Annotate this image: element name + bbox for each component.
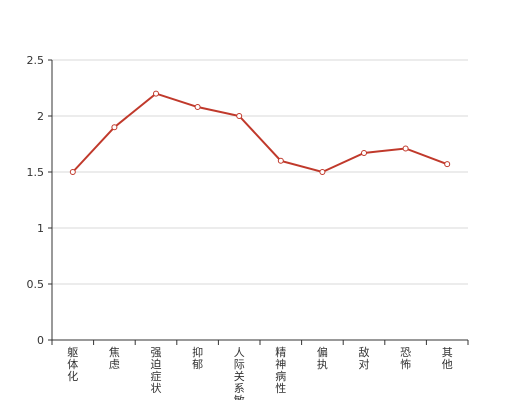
series-line xyxy=(72,92,448,174)
y-tick-label: 2 xyxy=(37,110,44,123)
x-tick-label: 敌对 xyxy=(359,345,370,371)
data-point xyxy=(319,169,326,175)
data-point xyxy=(402,145,409,152)
x-tick-label: 人际关系敏感 xyxy=(234,346,245,400)
x-tick-label: 恐怖 xyxy=(400,346,411,371)
data-point xyxy=(444,161,451,168)
data-point xyxy=(277,157,284,164)
x-tick-label: 偏执 xyxy=(317,345,328,371)
x-tick-label: 焦虑 xyxy=(109,346,120,371)
y-tick-label: 1.5 xyxy=(27,166,45,179)
x-tick-label: 其他 xyxy=(442,346,453,371)
y-tick-label: 1 xyxy=(37,222,44,235)
y-tick-label: 0.5 xyxy=(27,278,45,291)
y-tick-label: 2.5 xyxy=(27,54,45,67)
data-point xyxy=(153,90,159,97)
data-point xyxy=(361,149,367,156)
x-tick-label: 强迫症状 xyxy=(151,346,162,395)
data-point xyxy=(194,104,201,111)
data-point xyxy=(69,169,76,175)
data-point xyxy=(111,124,118,131)
x-tick-label: 抑郁 xyxy=(192,345,203,371)
y-tick-label: 0 xyxy=(37,334,44,347)
x-tick-label: 躯体化 xyxy=(67,346,78,383)
data-point xyxy=(236,113,243,119)
x-tick-label: 精神病性 xyxy=(275,346,286,395)
